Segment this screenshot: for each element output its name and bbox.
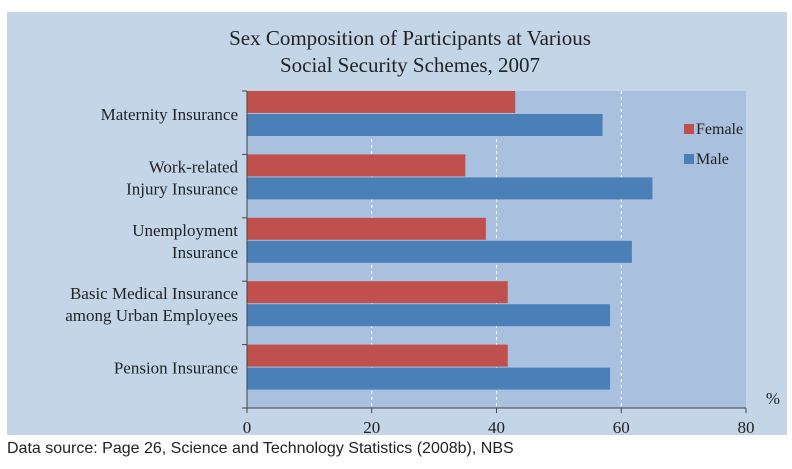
category-label-line: Maternity Insurance (101, 105, 238, 124)
label-layer: Maternity Insurance Work-related Injury In… (65, 105, 238, 378)
legend-label-female: Female (696, 121, 743, 138)
x-tick-label-60: 60 (613, 418, 630, 435)
chart-title-line: Sex Composition of Participants at Vario… (229, 26, 591, 50)
legend: Female Male (684, 121, 743, 168)
category-label-line: Insurance (172, 243, 238, 262)
x-tick-label-80: 80 (738, 418, 755, 435)
category-label-3: Basic Medical Insurance among Urban Emplo… (65, 284, 238, 325)
header-fragment (0, 0, 792, 12)
bar-male-3 (247, 304, 611, 327)
bar-male-2 (247, 240, 632, 263)
category-label-line: Pension Insurance (114, 359, 238, 378)
category-label-line: among Urban Employees (65, 306, 238, 325)
legend-swatch-male (684, 154, 694, 164)
category-label-line: Work-related (149, 157, 239, 176)
bar-female-0 (247, 91, 516, 113)
x-tick-label-40: 40 (488, 418, 505, 435)
bar-male-0 (247, 114, 603, 136)
bar-female-1 (247, 154, 466, 177)
category-label-4: Pension Insurance (114, 359, 238, 378)
legend-swatch-female (684, 124, 694, 134)
x-tick-label-0: 0 (243, 418, 252, 435)
axis-layer: 0 20 40 60 80% (242, 90, 780, 437)
category-label-2: Unemployment Insurance (132, 221, 238, 262)
bar-female-3 (247, 281, 508, 304)
category-label-line: Injury Insurance (126, 179, 238, 198)
x-axis-unit: % (766, 389, 780, 408)
bar-female-4 (247, 344, 508, 367)
chart-title: Sex Composition of Participants at Vario… (229, 26, 591, 77)
category-label-line: Basic Medical Insurance (70, 284, 238, 303)
data-source-note: Data source: Page 26, Science and Techno… (7, 440, 514, 457)
category-label-0: Maternity Insurance (101, 105, 238, 124)
bar-chart: 0 20 40 60 80% Maternity Insurance Work-relat… (65, 26, 780, 437)
chart-title-line: Social Security Schemes, 2007 (280, 53, 540, 77)
bar-layer (247, 91, 653, 390)
legend-label-male: Male (696, 151, 729, 168)
chart-panel: 0 20 40 60 80% Maternity Insurance Work-relat… (7, 12, 787, 437)
bar-male-4 (247, 367, 611, 390)
chart-title-text: Sex Composition of Participants at Vario… (229, 26, 591, 77)
bar-male-1 (247, 177, 653, 200)
category-label-line: Unemployment (132, 221, 238, 240)
category-label-1: Work-related Injury Insurance (126, 157, 238, 198)
x-tick-label-20: 20 (363, 418, 380, 435)
bar-female-2 (247, 217, 486, 240)
